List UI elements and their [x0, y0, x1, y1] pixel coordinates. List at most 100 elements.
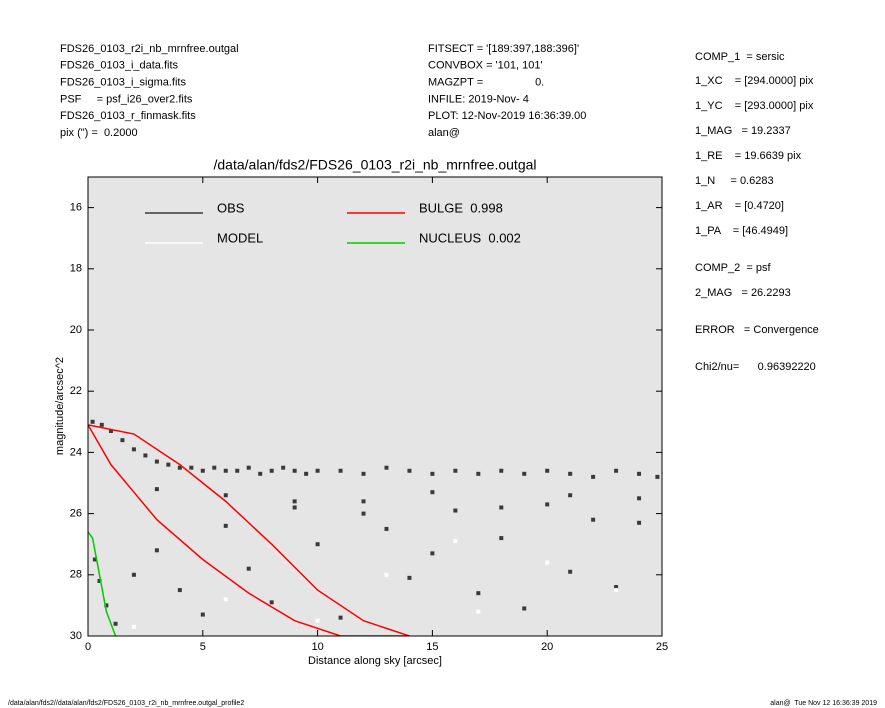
data-point	[637, 471, 642, 476]
data-point	[591, 474, 596, 479]
header-middle: MAGZPT = 0.	[428, 77, 544, 89]
data-point	[143, 453, 148, 458]
data-point	[476, 471, 481, 476]
data-point	[315, 542, 320, 547]
data-point	[223, 493, 228, 498]
data-point	[476, 591, 481, 596]
header-left: FDS26_0103_i_data.fits	[60, 60, 179, 72]
data-point	[189, 465, 194, 470]
y-axis-label: magnitude/arcsec^2	[54, 357, 66, 455]
data-point	[545, 468, 550, 473]
header-right: 1_XC = [294.0000] pix	[695, 75, 814, 87]
header-left: FDS26_0103_r_finmask.fits	[60, 110, 196, 122]
data-point	[568, 471, 573, 476]
header-middle: CONVBOX = '101, 101'	[428, 60, 543, 72]
header-right: COMP_1 = sersic	[695, 51, 785, 63]
data-point	[269, 600, 274, 605]
data-point	[568, 569, 573, 574]
y-tick-label: 28	[70, 569, 82, 581]
data-point	[407, 575, 412, 580]
header-right: 2_MAG = 26.2293	[695, 287, 791, 299]
y-tick-label: 20	[70, 324, 82, 336]
data-point	[614, 588, 619, 593]
data-point	[384, 465, 389, 470]
data-point	[430, 490, 435, 495]
legend-label: OBS	[217, 200, 245, 215]
data-point	[568, 493, 573, 498]
y-tick-label: 30	[70, 630, 82, 642]
header-right: Chi2/nu= 0.96392220	[695, 361, 816, 373]
data-point	[212, 465, 217, 470]
data-point	[269, 468, 274, 473]
header-left: FDS26_0103_i_sigma.fits	[60, 77, 186, 89]
data-point	[292, 499, 297, 504]
footer-right: alan@ Tue Nov 12 16:36:39 2019	[770, 700, 877, 707]
x-tick-label: 5	[200, 641, 206, 653]
data-point	[614, 585, 619, 590]
data-point	[499, 536, 504, 541]
data-point	[246, 465, 251, 470]
data-point	[131, 447, 136, 452]
plot-area	[88, 177, 662, 636]
data-point	[223, 597, 228, 602]
data-point	[453, 508, 458, 513]
data-point	[200, 468, 205, 473]
y-tick-label: 18	[70, 263, 82, 275]
data-point	[384, 526, 389, 531]
header-right: ERROR = Convergence	[695, 324, 819, 336]
data-point	[246, 566, 251, 571]
data-point	[131, 624, 136, 629]
legend-label: MODEL	[217, 230, 263, 245]
data-point	[177, 465, 182, 470]
data-point	[292, 505, 297, 510]
x-tick-label: 25	[656, 641, 668, 653]
header-right: 1_YC = [293.0000] pix	[695, 100, 814, 112]
data-point	[258, 471, 263, 476]
x-tick-label: 20	[541, 641, 553, 653]
data-point	[166, 462, 171, 467]
data-point	[223, 468, 228, 473]
data-point	[361, 499, 366, 504]
y-tick-label: 24	[70, 446, 82, 458]
header-left: FDS26_0103_r2i_nb_mrnfree.outgal	[60, 43, 239, 55]
data-point	[338, 468, 343, 473]
header-middle: INFILE: 2019-Nov- 4	[428, 93, 529, 105]
header-right: 1_PA = [46.4949]	[695, 225, 788, 237]
y-tick-label: 26	[70, 508, 82, 520]
x-axis-label: Distance along sky [arcsec]	[308, 655, 442, 667]
data-point	[90, 419, 95, 424]
data-point	[361, 471, 366, 476]
data-point	[281, 465, 286, 470]
data-point	[591, 517, 596, 522]
x-tick-label: 15	[426, 641, 438, 653]
plot-frame	[87, 176, 663, 637]
header-middle: alan@	[428, 127, 460, 139]
data-point	[113, 621, 118, 626]
data-point	[120, 438, 125, 443]
data-point	[315, 618, 320, 623]
data-point	[545, 560, 550, 565]
data-point	[154, 487, 159, 492]
data-point	[522, 471, 527, 476]
data-point	[499, 468, 504, 473]
legend-label: NUCLEUS 0.002	[419, 230, 521, 245]
header-right: 1_AR = [0.4720]	[695, 200, 784, 212]
data-point	[304, 471, 309, 476]
data-point	[223, 523, 228, 528]
data-point	[430, 551, 435, 556]
data-point	[430, 471, 435, 476]
header-left: pix (") = 0.2000	[60, 127, 138, 139]
header-middle: FITSECT = '[189:397,188:396]'	[428, 43, 579, 55]
data-point	[177, 588, 182, 593]
header-right: 1_MAG = 19.2337	[695, 125, 791, 137]
data-point	[522, 606, 527, 611]
chart-title: /data/alan/fds2/FDS26_0103_r2i_nb_mrnfre…	[214, 157, 537, 173]
data-point	[97, 578, 102, 583]
legend-label: BULGE 0.998	[419, 200, 503, 215]
data-point	[384, 572, 389, 577]
series-line	[88, 424, 410, 636]
data-point	[154, 548, 159, 553]
data-point	[453, 468, 458, 473]
